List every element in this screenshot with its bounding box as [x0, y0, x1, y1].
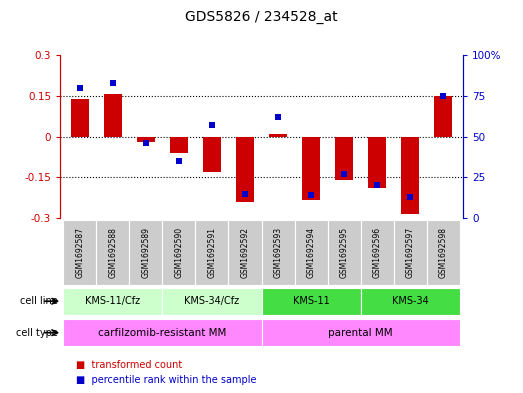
Text: GSM1692589: GSM1692589 [141, 227, 151, 278]
Bar [335, 136, 353, 180]
Bar [302, 136, 320, 200]
Text: KMS-34/Cfz: KMS-34/Cfz [185, 296, 240, 306]
Bar [96, 220, 130, 285]
Text: GSM1692591: GSM1692591 [208, 227, 217, 278]
Bar [196, 220, 229, 285]
Bar [163, 220, 196, 285]
Bar [434, 96, 452, 136]
Bar [137, 136, 155, 142]
Bar [63, 220, 96, 285]
Text: carfilzomib-resistant MM: carfilzomib-resistant MM [98, 328, 226, 338]
Text: GSM1692588: GSM1692588 [108, 227, 118, 278]
Text: KMS-11: KMS-11 [293, 296, 329, 306]
Bar [269, 134, 287, 136]
Text: GSM1692596: GSM1692596 [372, 227, 382, 278]
Bar [262, 220, 294, 285]
Text: GDS5826 / 234528_at: GDS5826 / 234528_at [185, 10, 338, 24]
Bar [393, 220, 427, 285]
Bar [327, 220, 360, 285]
Text: GSM1692593: GSM1692593 [274, 227, 282, 278]
Bar [294, 220, 327, 285]
Bar [203, 136, 221, 172]
Text: parental MM: parental MM [328, 328, 393, 338]
Text: GSM1692590: GSM1692590 [175, 227, 184, 278]
Bar [71, 99, 89, 136]
Bar [63, 319, 262, 346]
Bar [262, 319, 460, 346]
Text: cell line: cell line [20, 296, 58, 306]
Text: GSM1692592: GSM1692592 [241, 227, 249, 278]
Text: ■  transformed count: ■ transformed count [76, 360, 182, 370]
Text: GSM1692597: GSM1692597 [405, 227, 415, 278]
Bar [130, 220, 163, 285]
Text: cell type: cell type [16, 328, 58, 338]
Text: GSM1692594: GSM1692594 [306, 227, 315, 278]
Bar [360, 288, 460, 315]
Bar [427, 220, 460, 285]
Text: KMS-11/Cfz: KMS-11/Cfz [85, 296, 141, 306]
Text: GSM1692587: GSM1692587 [75, 227, 84, 278]
Bar [262, 288, 360, 315]
Text: ■  percentile rank within the sample: ■ percentile rank within the sample [76, 375, 256, 386]
Text: KMS-34: KMS-34 [392, 296, 428, 306]
Bar [360, 220, 393, 285]
Bar [170, 136, 188, 153]
Bar [163, 288, 262, 315]
Text: GSM1692595: GSM1692595 [339, 227, 348, 278]
Text: GSM1692598: GSM1692598 [439, 227, 448, 278]
Bar [236, 136, 254, 202]
Bar [104, 94, 122, 136]
Bar [401, 136, 419, 214]
Bar [368, 136, 386, 188]
Bar [63, 288, 163, 315]
Bar [229, 220, 262, 285]
